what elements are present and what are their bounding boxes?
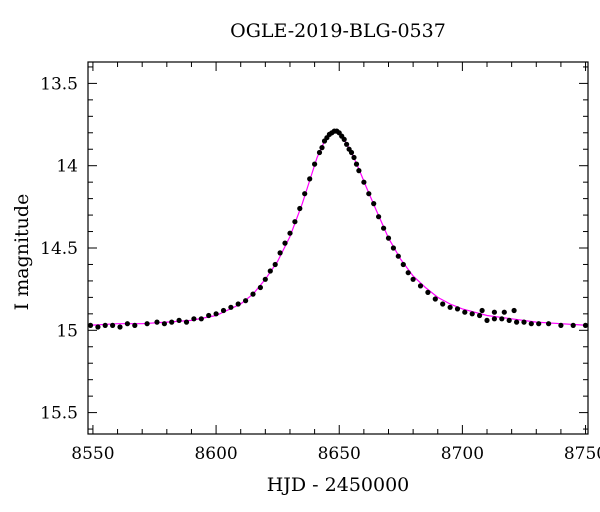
- x-tick-label: 8550: [71, 444, 114, 464]
- data-point: [183, 319, 190, 325]
- data-point: [536, 321, 542, 327]
- data-point: [511, 307, 517, 314]
- tick-labels-group: 8550 8600 8650 8700 8750 13.5 14 14.5 15 15.5: [40, 74, 600, 464]
- data-point: [191, 316, 197, 322]
- data-point: [250, 291, 256, 297]
- data-point: [124, 321, 130, 327]
- data-point: [341, 136, 347, 142]
- data-point: [366, 191, 372, 197]
- data-point: [410, 276, 416, 282]
- data-point: [546, 321, 552, 327]
- data-point: [417, 283, 424, 289]
- data-point: [506, 317, 512, 323]
- data-point: [390, 245, 396, 251]
- data-point: [287, 230, 293, 236]
- data-point: [243, 298, 249, 304]
- data-point: [161, 321, 167, 327]
- data-point: [154, 319, 160, 325]
- data-point: [570, 322, 576, 328]
- data-point: [514, 319, 520, 325]
- model-curve-group: [87, 130, 589, 326]
- x-tick-label: 8600: [194, 444, 237, 464]
- x-tick-label: 8700: [441, 444, 484, 464]
- data-point: [351, 154, 357, 161]
- y-tick-label: 15.5: [40, 404, 78, 424]
- data-point: [344, 141, 350, 147]
- data-point: [228, 304, 234, 310]
- data-point: [454, 306, 461, 312]
- data-point: [132, 322, 138, 328]
- data-point: [501, 309, 507, 315]
- data-point: [425, 289, 431, 295]
- data-point: [144, 321, 150, 327]
- data-point: [361, 179, 367, 185]
- data-point: [477, 312, 483, 319]
- data-point: [558, 322, 564, 328]
- data-point: [110, 322, 116, 328]
- data-point: [235, 301, 241, 307]
- data-point: [381, 225, 387, 231]
- data-point: [319, 145, 325, 151]
- data-point: [282, 240, 288, 246]
- data-point: [447, 304, 453, 310]
- data-point: [272, 261, 278, 268]
- x-axis-label: HJD - 2450000: [266, 474, 410, 496]
- chart-title: OGLE-2019-BLG-0537: [230, 20, 446, 42]
- data-point: [405, 270, 411, 276]
- data-point: [371, 201, 377, 207]
- data-point: [312, 161, 318, 167]
- data-point: [262, 276, 268, 282]
- y-tick-label: 14: [56, 157, 78, 177]
- data-point: [102, 322, 108, 328]
- plot-frame: [87, 61, 589, 435]
- data-point: [521, 319, 527, 325]
- data-point: [582, 322, 589, 328]
- data-point: [220, 307, 227, 314]
- data-point: [479, 307, 485, 314]
- data-point: [95, 324, 101, 330]
- y-axis-label: I magnitude: [11, 193, 33, 311]
- data-points-group: [87, 128, 589, 330]
- data-point: [117, 324, 123, 330]
- data-point: [292, 219, 298, 225]
- data-point: [353, 161, 360, 167]
- data-point: [528, 321, 534, 327]
- y-tick-label: 13.5: [40, 74, 78, 94]
- data-point: [198, 316, 204, 322]
- data-point: [277, 250, 283, 256]
- y-tick-label: 15: [56, 321, 78, 341]
- data-point: [356, 168, 362, 174]
- data-point: [169, 319, 175, 325]
- model-curve-line: [87, 130, 589, 326]
- data-point: [395, 253, 401, 259]
- data-point: [491, 309, 497, 315]
- ticks-group: [88, 62, 588, 434]
- y-tick-label: 14.5: [40, 239, 78, 259]
- x-tick-label: 8650: [318, 444, 361, 464]
- data-point: [376, 214, 382, 220]
- data-point: [257, 284, 263, 291]
- data-point: [213, 311, 219, 317]
- data-point: [267, 268, 273, 274]
- data-point: [176, 317, 182, 323]
- data-point: [302, 191, 308, 197]
- data-point: [462, 309, 468, 315]
- data-point: [499, 316, 505, 322]
- data-point: [385, 235, 392, 241]
- data-point: [469, 311, 475, 317]
- data-point: [348, 149, 355, 156]
- data-point: [316, 149, 323, 156]
- x-tick-label: 8750: [564, 444, 600, 464]
- data-point: [491, 316, 497, 322]
- data-point: [484, 317, 490, 323]
- data-point: [87, 322, 94, 328]
- data-point: [400, 261, 406, 268]
- data-point: [432, 296, 438, 302]
- data-point: [440, 301, 446, 307]
- data-point: [206, 312, 212, 319]
- data-point: [307, 176, 313, 182]
- data-point: [297, 205, 303, 212]
